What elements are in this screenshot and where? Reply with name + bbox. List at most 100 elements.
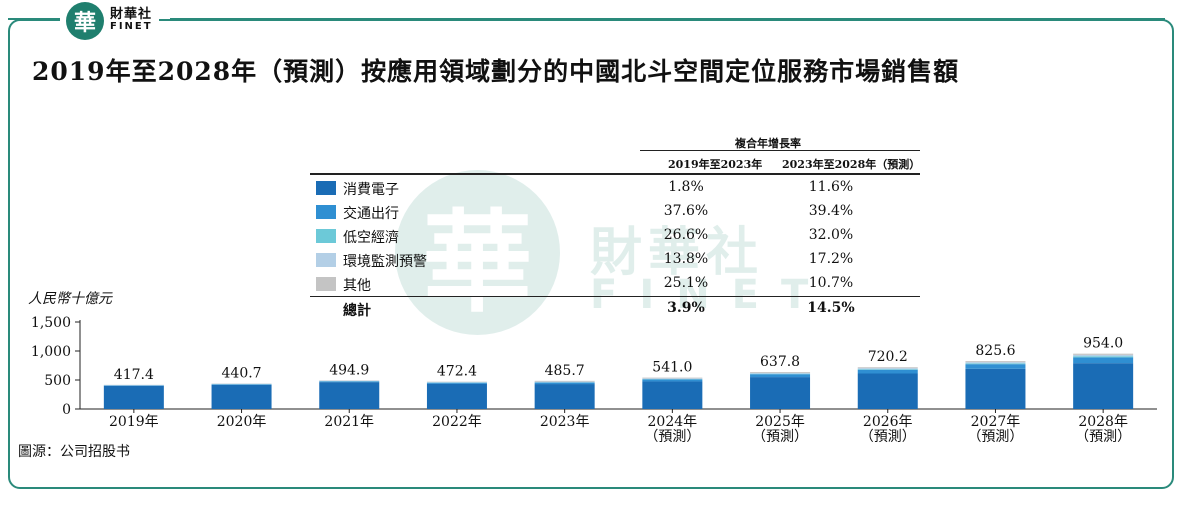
- bar-segment: [1073, 356, 1134, 358]
- cagr-2019-2023: 25.1%: [663, 275, 709, 291]
- bar-segment: [965, 363, 1026, 365]
- bar-total-label: 637.8: [760, 354, 800, 370]
- bar-segment: [642, 378, 703, 380]
- bar-segment: [1073, 354, 1134, 357]
- bar-segment: [965, 364, 1026, 369]
- cagr-header: 複合年增長率: [735, 137, 801, 150]
- cagr-2019-2023: 1.8%: [668, 179, 704, 195]
- logo-name-cn: 財華社: [110, 7, 153, 22]
- bar-segment: [857, 369, 918, 374]
- bar-segment: [426, 382, 487, 383]
- y-tick-label: 1,000: [31, 344, 71, 360]
- cagr-2019-2023: 13.8%: [663, 251, 709, 267]
- cagr-2023-2028: 32.0%: [808, 227, 854, 243]
- bar-segment: [534, 381, 595, 383]
- row-label: 交通出行: [343, 206, 399, 222]
- legend-swatch: [316, 229, 336, 243]
- finet-logo: 華 財華社 FINET: [60, 2, 159, 40]
- bar-segment: [642, 381, 703, 409]
- total-cagr-2023-2028: 14.5%: [807, 300, 855, 316]
- bar-segment: [965, 361, 1026, 363]
- top-rule-right: [170, 18, 1165, 20]
- y-tick-label: 1,500: [31, 315, 71, 331]
- y-axis-unit: 人民幣十億元: [28, 291, 112, 307]
- bar-segment: [211, 384, 272, 409]
- bar-total-label: 541.0: [652, 360, 692, 376]
- bar-total-label: 720.2: [868, 349, 908, 365]
- bar-segment: [750, 372, 811, 374]
- bar-segment: [965, 368, 1026, 409]
- x-tick-label: 2026年: [863, 414, 913, 430]
- bar-segment: [426, 382, 487, 384]
- cagr-row: 其他 25.1% 10.7%: [310, 273, 920, 295]
- bar-segment: [750, 377, 811, 409]
- bar-segment: [426, 383, 487, 409]
- bar-segment: [857, 369, 918, 370]
- cagr-total-row: 總計 3.9% 14.5%: [310, 298, 920, 320]
- row-label: 其他: [343, 278, 371, 294]
- x-tick-label: （預測）: [752, 429, 808, 445]
- bar-segment: [857, 373, 918, 409]
- bar-segment: [534, 382, 595, 385]
- x-tick-label: 2027年: [971, 414, 1021, 430]
- x-tick-label: 2024年: [648, 414, 698, 430]
- row-label: 環境監測預警: [343, 254, 427, 270]
- watermark-name-en: FINET: [590, 272, 831, 318]
- bar-segment: [642, 379, 703, 382]
- bar-total-label: 825.6: [975, 343, 1015, 359]
- x-tick-label: （預測）: [644, 429, 700, 445]
- cagr-2023-2028: 39.4%: [808, 203, 854, 219]
- bar-total-label: 440.7: [222, 365, 262, 381]
- cagr-2019-2023: 37.6%: [663, 203, 709, 219]
- logo-text: 財華社 FINET: [110, 7, 153, 33]
- legend-swatch: [316, 181, 336, 195]
- bar-segment: [750, 372, 811, 373]
- legend-swatch: [316, 205, 336, 219]
- bar-segment: [857, 368, 918, 370]
- chart-title: 2019年至2028年（預測）按應用領域劃分的中國北斗空間定位服務市場銷售額: [32, 57, 960, 86]
- row-label: 消費電子: [343, 182, 399, 198]
- x-tick-label: 2025年: [755, 414, 805, 430]
- watermark-logo-icon: 華: [395, 170, 560, 335]
- x-tick-label: 2028年: [1078, 414, 1128, 430]
- x-tick-label: 2019年: [109, 414, 159, 430]
- bar-total-label: 472.4: [437, 364, 477, 380]
- legend-swatch: [316, 277, 336, 291]
- cagr-2023-2028: 11.6%: [808, 179, 854, 195]
- total-label: 總計: [343, 303, 371, 319]
- bar-segment: [319, 382, 380, 409]
- bar-segment: [1073, 363, 1134, 409]
- x-tick-label: （預測）: [1075, 429, 1131, 445]
- legend-swatch: [316, 253, 336, 267]
- x-tick-label: 2020年: [217, 414, 267, 430]
- cagr-header-rule: [640, 150, 920, 151]
- bar-total-label: 417.4: [114, 367, 154, 383]
- total-cagr-2019-2023: 3.9%: [667, 300, 705, 316]
- chart-frame: [8, 19, 1174, 489]
- logo-name-en: FINET: [110, 21, 153, 32]
- cagr-col1-header: 2019年至2023年: [668, 158, 763, 171]
- x-tick-label: 2022年: [432, 414, 482, 430]
- source-note: 圖源：公司招股书: [18, 444, 130, 460]
- bar-segment: [319, 380, 380, 382]
- y-tick-label: 0: [62, 402, 71, 418]
- bar-total-label: 494.9: [329, 362, 369, 378]
- bar-segment: [103, 385, 164, 409]
- bar-segment: [857, 367, 918, 369]
- x-tick-label: 2023年: [540, 414, 590, 430]
- bar-segment: [1073, 353, 1134, 355]
- cagr-2019-2023: 26.6%: [663, 227, 709, 243]
- x-tick-label: （預測）: [967, 429, 1023, 445]
- bar-segment: [319, 381, 380, 383]
- x-tick-label: 2021年: [324, 414, 374, 430]
- bar-total-label: 485.7: [545, 363, 585, 379]
- cagr-row: 低空經濟 26.6% 32.0%: [310, 225, 920, 247]
- row-label: 低空經濟: [343, 230, 399, 246]
- cagr-2023-2028: 10.7%: [808, 275, 854, 291]
- y-tick-label: 500: [44, 373, 71, 389]
- bar-segment: [642, 377, 703, 379]
- bar-segment: [534, 384, 595, 409]
- bar-segment: [1073, 357, 1134, 364]
- bar-total-label: 954.0: [1083, 336, 1123, 352]
